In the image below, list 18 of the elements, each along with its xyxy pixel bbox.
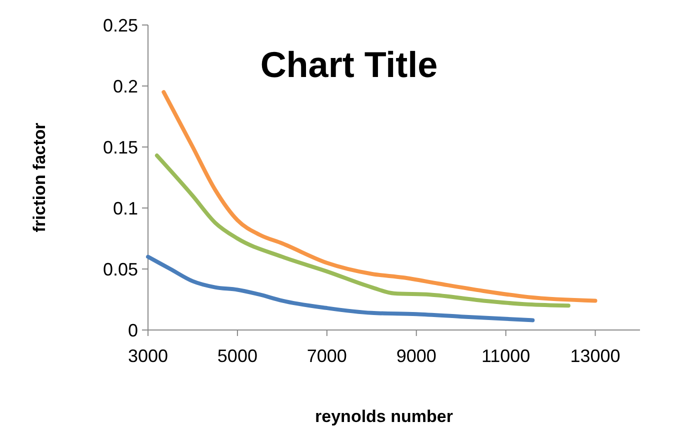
line-series bbox=[162, 90, 598, 303]
x-tick-label: 9000 bbox=[396, 346, 436, 366]
x-axis-title: reynolds number bbox=[315, 407, 454, 426]
x-tick-label: 7000 bbox=[306, 346, 347, 366]
x-tick-label: 11000 bbox=[481, 346, 530, 366]
x-tick-label: 3000 bbox=[128, 346, 168, 366]
line-series bbox=[154, 154, 570, 308]
y-tick-label: 0.2 bbox=[112, 76, 138, 96]
y-tick-label: 0.05 bbox=[102, 259, 138, 280]
line-series bbox=[146, 254, 535, 322]
y-tick-label: 0.1 bbox=[112, 198, 138, 218]
x-tick-label: 13000 bbox=[570, 346, 620, 366]
y-tick-label: 0.25 bbox=[102, 15, 138, 36]
text: Chart Title bbox=[260, 44, 438, 85]
x-tick-label: 5000 bbox=[217, 346, 258, 366]
y-tick-label: 0 bbox=[128, 320, 138, 340]
y-axis-title: friction factor bbox=[30, 122, 49, 232]
y-tick-label: 0.15 bbox=[102, 137, 138, 158]
